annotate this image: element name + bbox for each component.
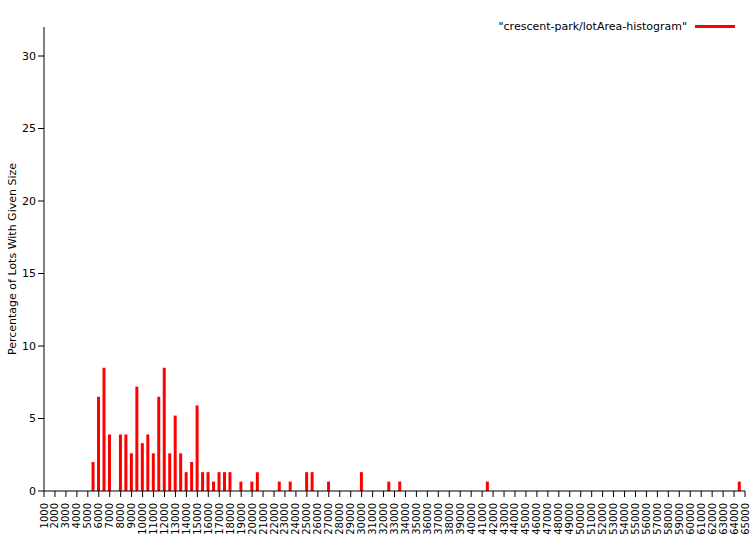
svg-text:21000: 21000 xyxy=(258,503,269,535)
svg-text:15000: 15000 xyxy=(192,503,203,535)
svg-text:57000: 57000 xyxy=(652,503,663,535)
svg-text:14000: 14000 xyxy=(181,503,192,535)
svg-text:26000: 26000 xyxy=(312,503,323,535)
svg-text:39000: 39000 xyxy=(455,503,466,535)
svg-text:24000: 24000 xyxy=(290,503,301,535)
svg-text:54000: 54000 xyxy=(619,503,630,535)
svg-text:65000: 65000 xyxy=(740,503,746,535)
svg-text:50000: 50000 xyxy=(575,503,586,535)
svg-text:43000: 43000 xyxy=(499,503,510,535)
svg-text:37000: 37000 xyxy=(433,503,444,535)
svg-text:46000: 46000 xyxy=(531,503,542,535)
svg-text:62000: 62000 xyxy=(707,503,718,535)
svg-text:29000: 29000 xyxy=(345,503,356,535)
svg-text:15: 15 xyxy=(22,267,36,280)
svg-text:27000: 27000 xyxy=(323,503,334,535)
svg-text:34000: 34000 xyxy=(400,503,411,535)
svg-text:49000: 49000 xyxy=(564,503,575,535)
svg-text:55000: 55000 xyxy=(630,503,641,535)
svg-text:36000: 36000 xyxy=(422,503,433,535)
svg-text:5000: 5000 xyxy=(82,503,93,528)
svg-text:12000: 12000 xyxy=(159,503,170,535)
svg-text:4000: 4000 xyxy=(71,503,82,528)
svg-text:58000: 58000 xyxy=(663,503,674,535)
svg-text:6000: 6000 xyxy=(93,503,104,528)
html-text:"crescent-park/lotArea-histogr: "crescent-park/lotArea-histogram" xyxy=(498,20,687,33)
svg-text:23000: 23000 xyxy=(279,503,290,535)
svg-text:10000: 10000 xyxy=(137,503,148,535)
svg-text:10: 10 xyxy=(22,340,36,353)
svg-text:31000: 31000 xyxy=(367,503,378,535)
svg-text:11000: 11000 xyxy=(148,503,159,535)
svg-text:5: 5 xyxy=(29,412,36,425)
svg-text:32000: 32000 xyxy=(378,503,389,535)
svg-text:25000: 25000 xyxy=(301,503,312,535)
svg-text:63000: 63000 xyxy=(718,503,729,535)
svg-text:8000: 8000 xyxy=(115,503,126,528)
svg-text:60000: 60000 xyxy=(685,503,696,535)
svg-text:35000: 35000 xyxy=(411,503,422,535)
svg-text:64000: 64000 xyxy=(729,503,740,535)
svg-text:41000: 41000 xyxy=(477,503,488,535)
svg-text:7000: 7000 xyxy=(104,503,115,528)
svg-text:1000: 1000 xyxy=(39,503,50,528)
svg-text:48000: 48000 xyxy=(553,503,564,535)
svg-text:0: 0 xyxy=(29,485,36,498)
svg-text:22000: 22000 xyxy=(269,503,280,535)
svg-text:Percentage of Lots With Given: Percentage of Lots With Given Size xyxy=(8,163,19,355)
svg-text:56000: 56000 xyxy=(641,503,652,535)
svg-text:40000: 40000 xyxy=(466,503,477,535)
svg-text:51000: 51000 xyxy=(586,503,597,535)
svg-text:30: 30 xyxy=(22,50,36,63)
svg-text:13000: 13000 xyxy=(170,503,181,535)
svg-text:52000: 52000 xyxy=(597,503,608,535)
svg-text:59000: 59000 xyxy=(674,503,685,535)
svg-text:19000: 19000 xyxy=(236,503,247,535)
svg-text:3000: 3000 xyxy=(60,503,71,528)
svg-text:33000: 33000 xyxy=(389,503,400,535)
svg-text:47000: 47000 xyxy=(542,503,553,535)
svg-text:18000: 18000 xyxy=(225,503,236,535)
svg-text:42000: 42000 xyxy=(488,503,499,535)
svg-text:45000: 45000 xyxy=(520,503,531,535)
svg-text:53000: 53000 xyxy=(608,503,619,535)
svg-text:30000: 30000 xyxy=(356,503,367,535)
svg-text:38000: 38000 xyxy=(444,503,455,535)
svg-text:28000: 28000 xyxy=(334,503,345,535)
svg-text:9000: 9000 xyxy=(126,503,137,528)
svg-text:20000: 20000 xyxy=(247,503,258,535)
svg-text:16000: 16000 xyxy=(203,503,214,535)
svg-text:61000: 61000 xyxy=(696,503,707,535)
svg-text:44000: 44000 xyxy=(509,503,520,535)
svg-text:17000: 17000 xyxy=(214,503,225,535)
svg-text:20: 20 xyxy=(22,195,36,208)
svg-text:25: 25 xyxy=(22,122,36,135)
svg-text:2000: 2000 xyxy=(49,503,60,528)
